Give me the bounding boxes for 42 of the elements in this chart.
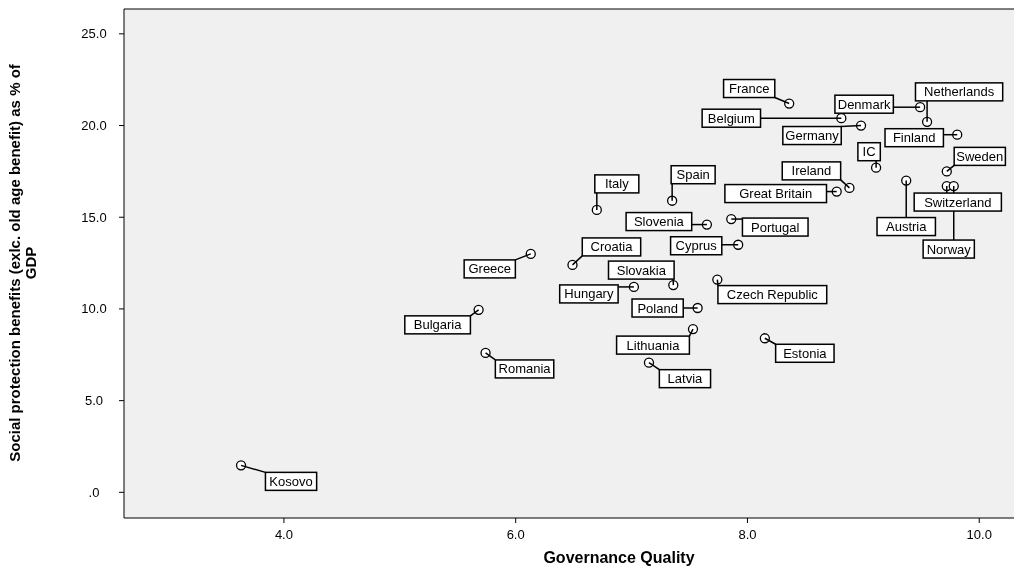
y-tick-label: .0 (88, 484, 100, 500)
y-tick-label: 25.0 (81, 26, 107, 42)
annotation: Slovenia (633, 214, 685, 230)
annotation: Great Britain (739, 186, 813, 202)
annotation: Bulgaria (413, 317, 463, 333)
annotation: France (728, 81, 770, 97)
annotation: Austria (885, 219, 928, 235)
x-tick-label: 6.0 (506, 527, 525, 542)
annotation: Portugal (751, 219, 800, 235)
annotation: Norway (926, 241, 972, 257)
x-tick-label: 8.0 (738, 527, 757, 542)
annotation: Slovakia (616, 262, 667, 278)
annotation: Lithuania (626, 337, 681, 353)
annotation: Romania (498, 361, 552, 377)
y-tick-label: 10.0 (81, 301, 107, 317)
annotation: Switzerland (924, 194, 992, 210)
annotation: Netherlands (924, 84, 995, 100)
annotation: Croatia (590, 239, 634, 255)
annotation: Latvia (667, 371, 704, 387)
annotation: Spain (676, 167, 710, 183)
annotation: Kosovo (269, 473, 313, 489)
annotation: Hungary (564, 286, 614, 302)
annotation: Sweden (956, 148, 1004, 164)
annotation: Cyprus (675, 238, 718, 254)
x-axis-title: Governance Quality (543, 549, 695, 566)
annotation: Belgium (707, 110, 755, 126)
y-tick-label: 20.0 (81, 118, 107, 134)
y-tick-label: 5.0 (84, 393, 104, 409)
annotation: Germany (785, 128, 840, 144)
annotation: Czech Republic (726, 287, 819, 303)
annotation: Denmark (837, 96, 891, 112)
x-tick-label: 10.0 (966, 527, 992, 542)
annotation: Estonia (783, 345, 828, 361)
y-tick-label: 15.0 (81, 209, 107, 225)
annotation: Greece (468, 261, 512, 277)
annotation: Ireland (791, 163, 832, 179)
annotation: Italy (604, 176, 630, 192)
annotation: Finland (892, 130, 936, 146)
y-axis-title: Social protection benefits (exlc. old age benefit) as % of GDP (6, 63, 39, 462)
x-tick-label: 4.0 (274, 527, 293, 542)
annotation: IC (862, 144, 876, 160)
annotation: Poland (637, 300, 678, 316)
